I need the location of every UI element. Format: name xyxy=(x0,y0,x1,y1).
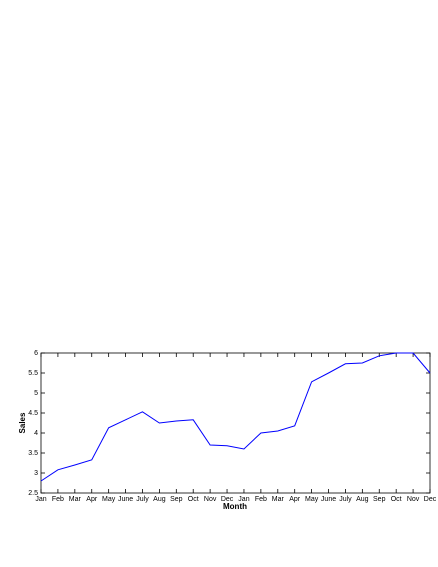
line-series xyxy=(40,352,431,482)
x-tick-label: Jan xyxy=(238,496,249,503)
x-tick-label: July xyxy=(136,496,149,503)
x-tick-label: June xyxy=(118,496,133,503)
x-tick-label: Jan xyxy=(35,496,46,503)
x-tick-label: Mar xyxy=(69,496,82,503)
x-tick-label: Dec xyxy=(424,496,437,503)
x-tick-label: Sep xyxy=(170,496,183,503)
x-tick-label: July xyxy=(339,496,352,503)
x-tick-label: Apr xyxy=(86,496,98,503)
x-tick-label: Feb xyxy=(255,496,267,503)
x-tick-label: Oct xyxy=(391,496,402,503)
y-tick-label: 5.5 xyxy=(28,370,38,377)
x-tick-label: Aug xyxy=(153,496,166,503)
y-tick-label: 6 xyxy=(34,350,38,357)
x-tick-label: Oct xyxy=(188,496,199,503)
x-tick-label: May xyxy=(305,496,319,503)
x-tick-label: Sep xyxy=(373,496,386,503)
x-tick-label: Apr xyxy=(289,496,301,503)
x-tick-label: May xyxy=(102,496,116,503)
y-tick-label: 4 xyxy=(34,430,38,437)
x-tick-label: Mar xyxy=(272,496,285,503)
y-axis-label: Sales xyxy=(18,412,27,433)
y-tick-label: 4.5 xyxy=(28,410,38,417)
plot-frame xyxy=(40,352,431,494)
x-tick-label: Dec xyxy=(221,496,234,503)
y-tick-label: 2.5 xyxy=(28,490,38,497)
y-tick-label: 3.5 xyxy=(28,450,38,457)
y-tick-label: 3 xyxy=(34,470,38,477)
x-axis-label: Month xyxy=(223,502,247,511)
x-tick-label: June xyxy=(321,496,336,503)
x-tick-label: Nov xyxy=(407,496,420,503)
y-tick-label: 5 xyxy=(34,390,38,397)
x-tick-label: Aug xyxy=(356,496,369,503)
x-tick-label: Feb xyxy=(52,496,64,503)
x-tick-label: Nov xyxy=(204,496,217,503)
